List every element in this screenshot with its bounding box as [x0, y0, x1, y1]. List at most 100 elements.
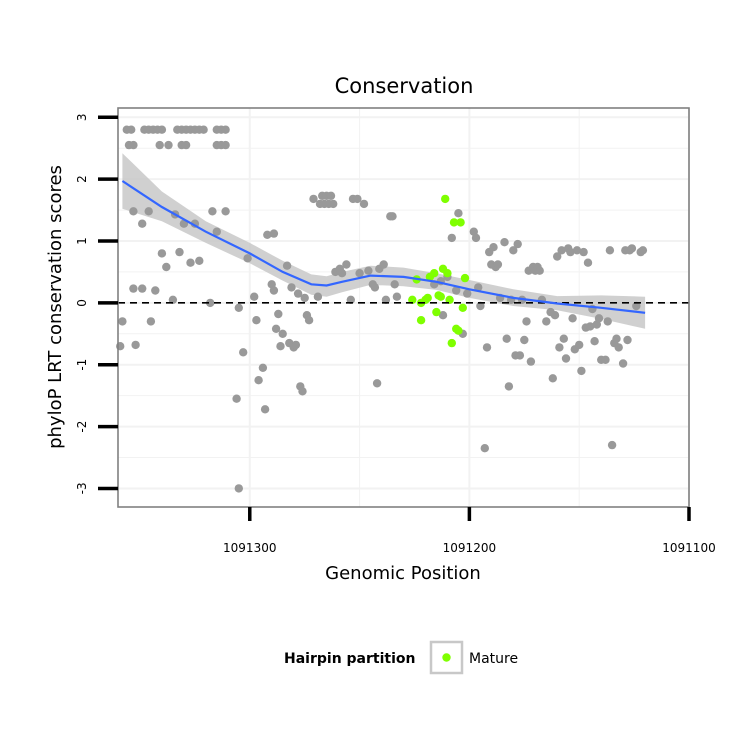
data-point-mature [408, 295, 417, 304]
data-point-other [392, 292, 402, 301]
data-point-mature [458, 303, 467, 312]
data-point-other [258, 363, 268, 372]
data-point-other [577, 366, 586, 376]
data-point-other [555, 343, 564, 352]
data-point-mature [447, 338, 456, 348]
data-point-mature [430, 269, 439, 278]
data-point-other [548, 374, 557, 383]
data-point-other [638, 246, 648, 255]
data-point-other [370, 283, 380, 292]
y-tick-label: -2 [75, 421, 89, 433]
data-point-other [129, 284, 138, 293]
data-point-other [276, 342, 285, 351]
y-axis: 3 2 1 0 -1 -2 -3 [75, 113, 118, 494]
data-point-other [575, 340, 584, 350]
data-point-other [379, 260, 388, 269]
data-point-other [127, 125, 136, 134]
data-point-other [304, 316, 314, 325]
data-point-other [452, 286, 461, 295]
y-tick-label: 0 [75, 299, 89, 307]
data-point-mature [423, 293, 432, 303]
data-point-other [293, 289, 303, 298]
data-point-other [447, 233, 456, 243]
data-point-other [550, 311, 560, 320]
data-point-other [438, 311, 448, 320]
legend-label-mature: Mature [469, 651, 518, 667]
data-point-other [129, 140, 138, 150]
legend-mature-marker [442, 653, 451, 662]
data-point-other [254, 376, 263, 385]
data-point-other [278, 329, 287, 338]
data-point-other [471, 233, 481, 243]
data-point-mature [416, 316, 426, 325]
data-point-other [300, 293, 309, 303]
data-point-other [232, 394, 241, 403]
data-point-other [129, 207, 138, 216]
data-point-other [138, 219, 147, 228]
data-point-other [287, 283, 296, 292]
data-point-other [359, 199, 369, 209]
data-point-other [513, 239, 522, 249]
data-point-other [234, 484, 243, 493]
data-point-other [594, 314, 604, 323]
points-other [116, 125, 648, 493]
data-point-other [175, 247, 184, 257]
data-point-other [146, 317, 156, 326]
data-point-other [212, 227, 221, 236]
data-point-other [515, 351, 525, 360]
data-point-mature [449, 218, 459, 227]
data-point-other [342, 260, 351, 269]
data-point-other [632, 301, 641, 311]
data-point-other [388, 212, 397, 221]
data-point-other [586, 322, 595, 331]
data-point-other [291, 340, 301, 350]
data-point-other [493, 260, 503, 269]
data-point-other [590, 337, 599, 346]
x-tick-label: 1091100 [662, 541, 715, 555]
data-point-other [252, 316, 261, 325]
data-point-other [157, 125, 167, 134]
data-point-other [381, 295, 391, 304]
data-point-other [138, 284, 147, 293]
data-point-mature [460, 273, 470, 283]
data-point-other [454, 209, 463, 218]
data-point-mature [454, 326, 463, 335]
data-point-other [502, 334, 511, 343]
data-point-other [157, 249, 167, 258]
y-tick-label: 2 [75, 175, 89, 183]
chart-title: Conservation [335, 74, 474, 98]
y-tick-label: 3 [75, 113, 89, 121]
data-point-other [313, 292, 323, 301]
data-point-other [353, 194, 362, 204]
data-point-other [221, 125, 230, 134]
data-point-other [520, 335, 529, 345]
x-axis: 1091300 1091200 1091100 [223, 507, 716, 555]
data-point-other [623, 335, 632, 345]
data-point-other [271, 324, 281, 333]
data-point-other [221, 207, 230, 216]
y-axis-title: phyloP LRT conservation scores [45, 165, 66, 449]
data-point-other [263, 230, 272, 239]
data-point-other [239, 348, 248, 357]
data-point-other [250, 292, 259, 301]
data-point-other [329, 199, 338, 209]
data-point-other [269, 229, 279, 238]
data-point-other [522, 317, 531, 326]
y-tick-label: -3 [75, 482, 89, 494]
data-point-other [372, 379, 382, 388]
data-point-other [559, 334, 568, 343]
data-point-other [155, 140, 164, 150]
data-point-other [603, 317, 612, 326]
y-tick-label: -1 [75, 359, 89, 371]
legend: Hairpin partition Mature [284, 640, 518, 675]
data-point-other [164, 140, 173, 150]
data-point-other [579, 247, 588, 257]
data-point-other [346, 295, 355, 304]
plot-panel [116, 107, 690, 508]
data-point-other [118, 317, 127, 326]
data-point-other [572, 246, 582, 255]
data-point-mature [445, 295, 454, 304]
data-point-other [605, 246, 615, 255]
data-point-other [364, 266, 373, 275]
